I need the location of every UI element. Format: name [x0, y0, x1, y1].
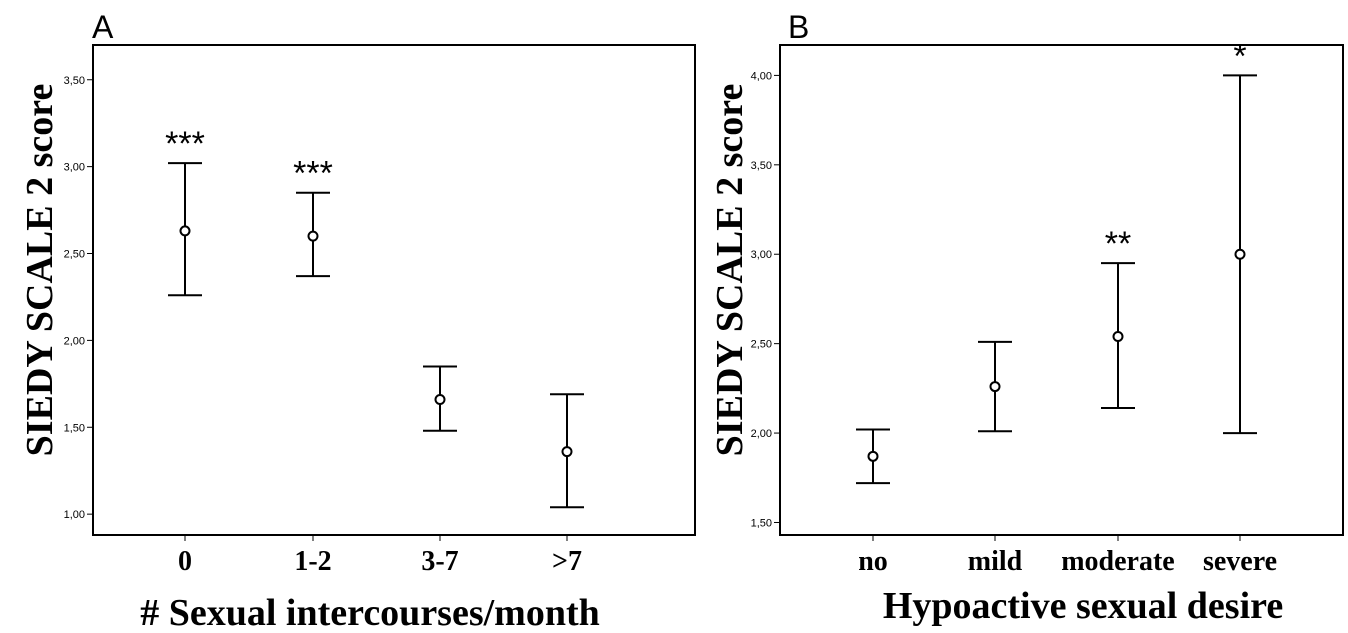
panel-b-y-tick-label: 4,00: [751, 70, 772, 82]
panel-b: B SIEDY SCALE 2 score Hypoactive sexual …: [709, 9, 1344, 627]
panel-b-y-tick-label: 2,00: [751, 428, 772, 440]
panel-b-y-tick-label: 3,00: [751, 249, 772, 261]
panel-b-mean-point: [867, 450, 879, 462]
panel-b-y-tick-label: 1,50: [751, 517, 772, 529]
panel-b-y-tick-label: 3,50: [751, 160, 772, 172]
panel-b-y-tick-label: 2,50: [751, 339, 772, 351]
panel-a-x-tick-label: >7: [552, 546, 582, 577]
panel-b-significance-marker: **: [1105, 225, 1131, 263]
panel-a-mean-point: [179, 225, 191, 237]
panel-b-x-tick-label: mild: [968, 546, 1023, 577]
panel-a-mean-point: [434, 393, 446, 405]
panel-a-y-tick-label: 3,00: [64, 162, 85, 174]
panel-b-plot-frame: [779, 44, 1344, 536]
panel-a-x-tick-label: 0: [178, 546, 192, 577]
panel-a-x-axis-title: # Sexual intercourses/month: [140, 592, 600, 633]
panel-b-x-tick-label: no: [858, 546, 888, 577]
panel-b-letter: B: [788, 9, 809, 45]
panel-a-mean-point: [307, 230, 319, 242]
panel-b-y-axis-title: SIEDY SCALE 2 score: [709, 84, 751, 457]
panel-b-mean-point: [989, 381, 1001, 393]
panel-a-significance-marker: ***: [293, 155, 333, 193]
panel-a-x-tick-label: 1-2: [294, 546, 331, 577]
panel-a-y-tick-label: 1,50: [64, 422, 85, 434]
panel-b-significance-marker: *: [1233, 37, 1246, 75]
panel-a-y-tick-label: 1,00: [64, 509, 85, 521]
panel-b-mean-point: [1112, 330, 1124, 342]
panel-a-x-tick-label: 3-7: [421, 546, 458, 577]
panel-b-mean-point: [1234, 248, 1246, 260]
panel-b-x-axis-title: Hypoactive sexual desire: [883, 585, 1283, 627]
panel-a-mean-point: [561, 446, 573, 458]
panel-b-x-tick-label: moderate: [1061, 546, 1175, 577]
panel-b-x-tick-label: severe: [1203, 546, 1277, 577]
panel-a-y-tick-label: 2,00: [64, 335, 85, 347]
panel-a: A SIEDY SCALE 2 score # Sexual intercour…: [19, 9, 696, 633]
panel-a-y-tick-label: 2,50: [64, 249, 85, 261]
panel-a-y-tick-label: 3,50: [64, 75, 85, 87]
panel-a-letter: A: [92, 9, 114, 45]
panel-a-y-axis-title: SIEDY SCALE 2 score: [19, 84, 61, 457]
panel-a-plot-frame: [92, 44, 696, 536]
panel-a-significance-marker: ***: [165, 125, 205, 163]
